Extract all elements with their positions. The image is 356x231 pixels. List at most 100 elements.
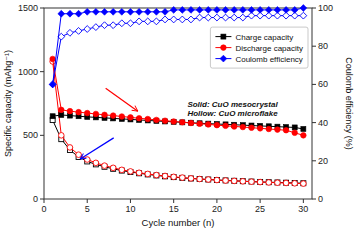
point bbox=[110, 165, 116, 171]
point bbox=[275, 127, 281, 133]
point bbox=[145, 116, 151, 122]
point bbox=[300, 12, 307, 19]
x-tick-label: 5 bbox=[85, 204, 90, 214]
point bbox=[154, 172, 160, 178]
point bbox=[67, 10, 74, 17]
point bbox=[188, 120, 193, 125]
y2-tick-label: 100 bbox=[318, 3, 333, 13]
point bbox=[127, 8, 134, 15]
point bbox=[283, 180, 289, 186]
x-tick bbox=[260, 199, 261, 203]
point bbox=[162, 16, 169, 23]
x-tick-label: 30 bbox=[298, 204, 308, 214]
y2-tick bbox=[312, 84, 316, 85]
point bbox=[266, 180, 271, 185]
point bbox=[154, 173, 159, 178]
y2-axis-label: Coulomb efficiency (%) bbox=[344, 57, 354, 149]
point bbox=[231, 7, 238, 14]
point bbox=[144, 18, 151, 25]
point bbox=[179, 7, 186, 14]
point bbox=[84, 110, 90, 116]
point bbox=[196, 7, 203, 14]
point bbox=[197, 176, 203, 182]
point bbox=[145, 172, 150, 177]
legend-swatch bbox=[220, 55, 227, 62]
point bbox=[301, 181, 306, 186]
x-tick bbox=[216, 199, 217, 203]
point bbox=[170, 16, 177, 23]
legend-swatch bbox=[221, 34, 226, 39]
point bbox=[257, 179, 263, 185]
annotation-line: Hollow: CuO microflake bbox=[187, 109, 278, 118]
series bbox=[50, 59, 306, 187]
annotation: Solid: CuO mesocrystalHollow: CuO microf… bbox=[187, 100, 278, 118]
point bbox=[50, 114, 55, 119]
point bbox=[196, 14, 203, 21]
series bbox=[49, 5, 307, 88]
point bbox=[274, 7, 281, 14]
point bbox=[50, 56, 56, 62]
point bbox=[171, 119, 176, 124]
point bbox=[180, 175, 185, 180]
y2-tick bbox=[312, 199, 316, 200]
point bbox=[258, 179, 263, 184]
chart: 051015202530050010001500020406080100Cycl… bbox=[0, 0, 356, 231]
point bbox=[92, 24, 99, 31]
point bbox=[136, 8, 143, 15]
y2-tick bbox=[312, 160, 316, 161]
legend-label: Coulomb efficiency bbox=[235, 55, 302, 64]
point bbox=[67, 145, 73, 151]
point bbox=[76, 152, 82, 158]
point bbox=[301, 133, 307, 139]
point bbox=[136, 170, 142, 176]
point bbox=[275, 180, 281, 186]
point bbox=[205, 7, 212, 14]
point bbox=[231, 178, 237, 184]
annotation-line: Solid: CuO mesocrystal bbox=[187, 100, 278, 109]
point bbox=[240, 124, 246, 130]
point bbox=[205, 122, 211, 128]
point bbox=[180, 120, 185, 125]
y2-tick bbox=[312, 122, 316, 123]
series-line bbox=[53, 59, 304, 135]
point bbox=[162, 118, 168, 124]
point bbox=[93, 111, 99, 117]
point bbox=[248, 7, 255, 14]
point bbox=[136, 18, 143, 25]
point bbox=[223, 123, 229, 129]
x-axis-label: Cycle number (n) bbox=[142, 217, 215, 228]
point bbox=[145, 171, 151, 177]
y2-tick-label: 40 bbox=[318, 118, 328, 128]
point bbox=[128, 115, 134, 121]
x-tick bbox=[87, 199, 88, 203]
point bbox=[239, 14, 246, 21]
y2-tick-label: 60 bbox=[318, 79, 328, 89]
point bbox=[239, 7, 246, 14]
point bbox=[231, 124, 237, 130]
point bbox=[153, 8, 160, 15]
x-tick bbox=[44, 199, 45, 203]
y-tick bbox=[40, 8, 44, 9]
point bbox=[214, 178, 219, 183]
point bbox=[101, 8, 108, 15]
point bbox=[197, 121, 202, 126]
point bbox=[101, 22, 108, 29]
annotation-arrow bbox=[80, 138, 114, 159]
point bbox=[266, 126, 272, 132]
point bbox=[162, 8, 169, 15]
point bbox=[75, 28, 82, 35]
y2-tick-label: 80 bbox=[318, 41, 328, 51]
point bbox=[102, 163, 108, 169]
series bbox=[49, 12, 307, 88]
point bbox=[110, 8, 117, 15]
y-tick-label: 1000 bbox=[18, 67, 38, 77]
point bbox=[257, 7, 264, 14]
x-tick bbox=[303, 199, 304, 203]
point bbox=[102, 112, 108, 118]
point bbox=[127, 20, 134, 27]
point bbox=[180, 175, 186, 181]
y2-tick-label: 20 bbox=[318, 156, 328, 166]
point bbox=[58, 133, 64, 139]
point bbox=[128, 169, 134, 175]
point bbox=[231, 14, 238, 21]
